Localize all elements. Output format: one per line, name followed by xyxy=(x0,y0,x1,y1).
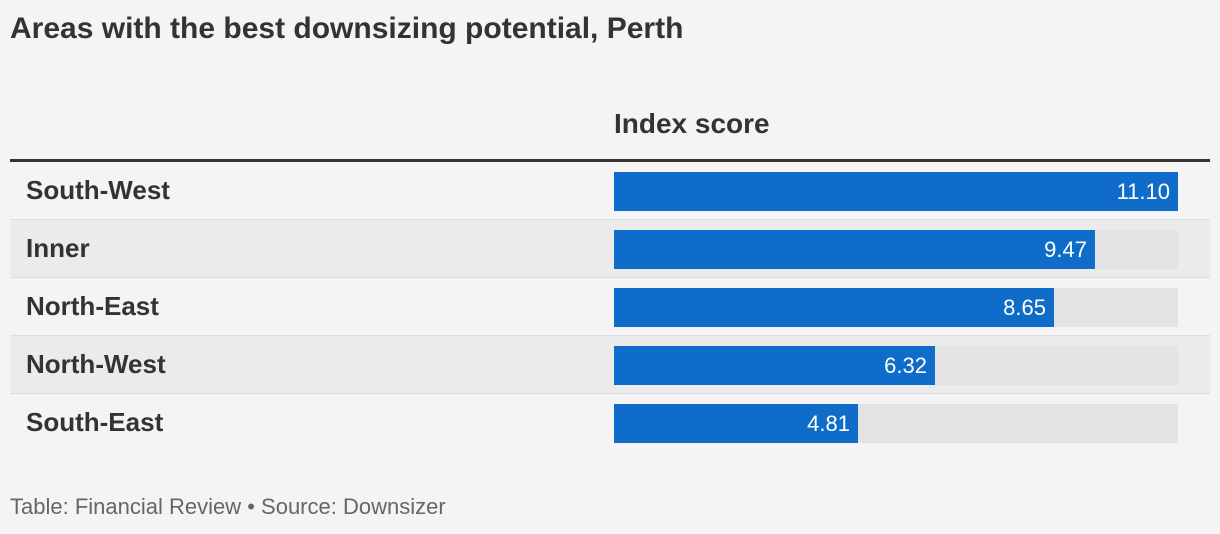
bar-value-label: 11.10 xyxy=(1116,179,1170,204)
bar: 4.81 xyxy=(614,404,858,443)
bar-track: 8.65 xyxy=(614,288,1178,327)
row-label: North-West xyxy=(26,349,166,379)
table-row: North-West 6.32 xyxy=(10,336,1210,394)
bar-value-label: 9.47 xyxy=(1044,237,1087,262)
bar: 8.65 xyxy=(614,288,1054,327)
bar-track: 4.81 xyxy=(614,404,1178,443)
table-row: Inner 9.47 xyxy=(10,220,1210,278)
column-header-index-score: Index score xyxy=(614,108,770,139)
bar-track: 9.47 xyxy=(614,230,1178,269)
row-label: Inner xyxy=(26,233,90,263)
table-row: South-West 11.10 xyxy=(10,162,1210,220)
table-row: North-East 8.65 xyxy=(10,278,1210,336)
bar: 9.47 xyxy=(614,230,1095,269)
bar-track: 6.32 xyxy=(614,346,1178,385)
bar: 6.32 xyxy=(614,346,935,385)
bar-value-label: 6.32 xyxy=(884,353,927,378)
table-body: South-West 11.10 Inner 9.47 North-East 8.65 No… xyxy=(10,162,1210,451)
bar-value-label: 8.65 xyxy=(1003,295,1046,320)
row-label: North-East xyxy=(26,291,159,321)
chart-title: Areas with the best downsizing potential… xyxy=(10,12,684,45)
header-rule xyxy=(10,159,1210,162)
bar-track: 11.10 xyxy=(614,172,1178,211)
bar-value-label: 4.81 xyxy=(807,411,850,436)
table-row: South-East 4.81 xyxy=(10,394,1210,451)
row-label: South-West xyxy=(26,175,170,205)
source-footer: Table: Financial Review • Source: Downsi… xyxy=(10,494,446,519)
bar: 11.10 xyxy=(614,172,1178,211)
row-label: South-East xyxy=(26,407,164,437)
